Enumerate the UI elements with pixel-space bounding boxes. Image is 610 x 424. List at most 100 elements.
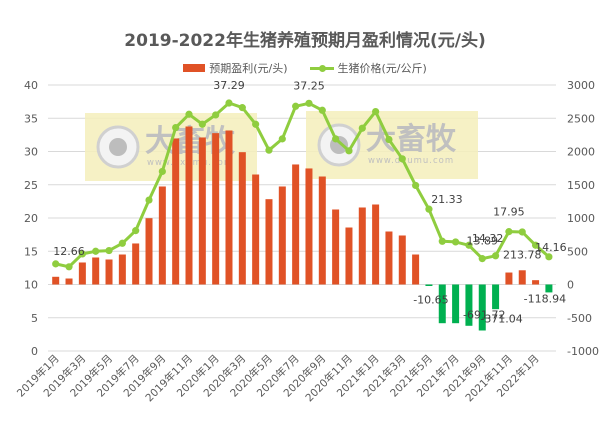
line-marker: [438, 237, 446, 245]
x-axis: 2019年1月2019年3月2019年5月2019年7月2019年9月2019年…: [14, 352, 542, 404]
bar: [212, 133, 220, 285]
svg-text:40: 40: [24, 79, 38, 92]
svg-text:500: 500: [567, 245, 588, 258]
bar: [238, 152, 246, 285]
bar: [505, 272, 513, 285]
bar-series: [52, 126, 553, 331]
svg-text:35: 35: [24, 112, 38, 125]
bar: [532, 280, 540, 285]
line-marker: [238, 104, 246, 112]
svg-text:17.95: 17.95: [493, 206, 525, 219]
bar: [412, 254, 420, 285]
svg-text:30: 30: [24, 146, 38, 159]
line-marker: [305, 99, 313, 107]
svg-text:2000: 2000: [567, 146, 595, 159]
svg-text:0: 0: [31, 345, 38, 358]
line-marker: [252, 120, 260, 128]
bar: [198, 137, 206, 285]
legend-label-price: 生猪价格(元/公斤): [337, 62, 427, 75]
svg-text:大畜牧: 大畜牧: [366, 122, 457, 157]
legend-item-profit[interactable]: 预期盈利(元/头): [183, 60, 288, 76]
svg-text:-371.04: -371.04: [480, 313, 522, 326]
svg-text:21.33: 21.33: [431, 193, 463, 206]
line-swatch-icon: [309, 64, 334, 72]
bar: [65, 278, 73, 285]
line-marker: [292, 102, 300, 110]
svg-text:1500: 1500: [567, 179, 595, 192]
bar: [372, 204, 380, 285]
svg-text:14.32: 14.32: [472, 232, 504, 245]
line-marker: [398, 155, 406, 163]
svg-text:20: 20: [24, 212, 38, 225]
svg-text:12.66: 12.66: [53, 245, 85, 258]
line-marker: [118, 239, 126, 247]
line-marker: [198, 120, 206, 128]
bar: [92, 257, 100, 285]
line-marker: [92, 247, 100, 255]
line-series: [52, 99, 553, 271]
line-marker: [78, 250, 86, 258]
line-marker: [345, 147, 353, 155]
bar: [545, 284, 553, 293]
svg-text:-1000: -1000: [567, 345, 599, 358]
bar: [305, 168, 313, 285]
line-marker: [212, 111, 220, 119]
line-marker: [465, 241, 473, 249]
bar: [52, 276, 60, 285]
line-marker: [278, 135, 286, 143]
line-marker: [225, 99, 233, 107]
bar: [452, 284, 460, 324]
bar: [398, 235, 406, 285]
line-marker: [545, 253, 553, 261]
line-marker: [265, 146, 273, 154]
line-marker: [372, 108, 380, 116]
legend-label-profit: 预期盈利(元/头): [209, 62, 288, 75]
right-axis: -1000 -500 0 500 1000 1500 2000 2500 3000: [567, 79, 599, 358]
svg-text:3000: 3000: [567, 79, 595, 92]
bar: [132, 243, 140, 285]
line-marker: [518, 228, 526, 236]
bar-swatch-icon: [183, 64, 206, 72]
svg-text:213.78: 213.78: [503, 248, 542, 261]
svg-text:-118.94: -118.94: [524, 293, 566, 306]
bar: [332, 209, 340, 285]
bar: [385, 231, 393, 285]
line-marker: [412, 181, 420, 190]
line-marker: [425, 205, 433, 213]
svg-text:10: 10: [24, 279, 38, 292]
bar: [158, 186, 166, 285]
bar: [145, 218, 153, 285]
svg-text:0: 0: [567, 279, 574, 292]
bar: [105, 259, 113, 285]
bar: [172, 138, 180, 285]
chart-legend: 预期盈利(元/头) 生猪价格(元/公斤): [0, 60, 610, 76]
line-marker: [185, 110, 193, 118]
svg-text:-500: -500: [567, 312, 592, 325]
line-marker: [491, 252, 500, 260]
svg-text:-10.65: -10.65: [413, 294, 448, 307]
line-marker: [158, 167, 166, 176]
svg-text:37.29: 37.29: [213, 79, 245, 92]
line-marker: [318, 106, 326, 114]
svg-text:2500: 2500: [567, 112, 595, 125]
chart-title: 2019-2022年生猪养殖预期月盈利情况(元/头): [124, 31, 486, 51]
svg-text:37.25: 37.25: [293, 79, 325, 92]
bar: [318, 176, 326, 285]
line-marker: [385, 135, 393, 144]
svg-text:www.dxumu.com: www.dxumu.com: [368, 156, 454, 166]
line-marker: [452, 238, 460, 246]
svg-text:15: 15: [24, 245, 38, 258]
bar: [518, 270, 526, 285]
bar: [278, 186, 286, 285]
bar: [225, 130, 233, 285]
bar: [492, 284, 500, 310]
line-marker: [332, 135, 340, 143]
svg-text:-691.72: -691.72: [463, 309, 505, 322]
line-marker: [132, 227, 140, 235]
legend-item-price[interactable]: 生猪价格(元/公斤): [309, 60, 427, 76]
left-axis: 0 5 10 15 20 25 30 35 40: [24, 79, 38, 358]
line-marker: [145, 196, 153, 204]
line-marker: [65, 263, 73, 271]
